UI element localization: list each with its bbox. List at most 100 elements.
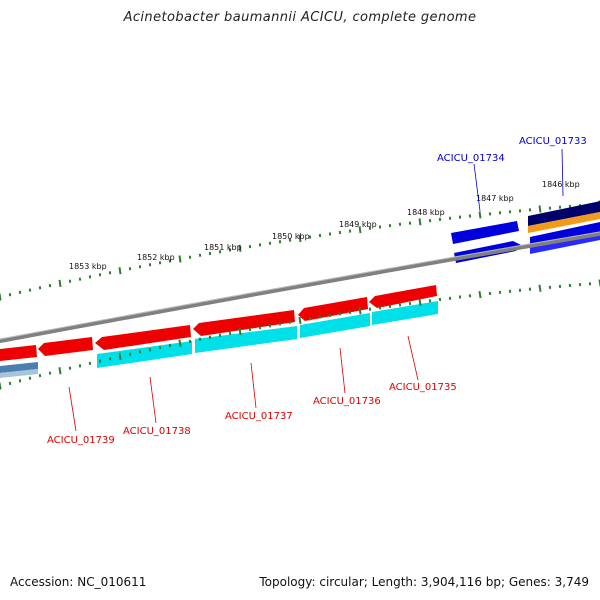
minor-tick: [518, 209, 522, 213]
minor-tick: [188, 255, 192, 259]
major-tick: [418, 298, 422, 306]
minor-tick: [98, 273, 102, 277]
minor-tick: [458, 215, 462, 219]
minor-tick: [268, 241, 272, 245]
dark-navy-feature[interactable]: [528, 201, 600, 226]
minor-tick: [198, 253, 202, 257]
label-leaders: [68, 148, 564, 432]
minor-tick: [528, 208, 532, 212]
minor-tick: [438, 297, 442, 302]
gene-label-ACICU_01735[interactable]: ACICU_01735: [389, 382, 457, 393]
minor-tick: [348, 229, 352, 233]
cds-ACICU_01738[interactable]: [95, 325, 191, 350]
minor-tick: [388, 304, 392, 308]
minor-tick: [68, 366, 72, 370]
kbp-label: 1850 kbp: [272, 232, 310, 241]
minor-tick: [38, 286, 42, 290]
minor-tick: [228, 248, 232, 252]
kbp-label: 1846 kbp: [542, 180, 580, 189]
minor-tick: [158, 345, 162, 350]
minor-tick: [218, 333, 222, 337]
major-tick: [478, 290, 482, 299]
minor-tick: [508, 210, 512, 214]
minor-tick: [448, 296, 452, 300]
major-tick: [598, 279, 600, 287]
minor-tick: [518, 288, 522, 292]
minor-tick: [98, 359, 102, 363]
minor-tick: [338, 230, 342, 235]
steel-blue-feature[interactable]: [0, 362, 38, 373]
major-tick: [538, 205, 542, 213]
minor-tick: [158, 261, 162, 265]
gene-label-ACICU_01738[interactable]: ACICU_01738: [123, 426, 191, 437]
major-tick: [178, 339, 182, 347]
gene-label-ACICU_01734[interactable]: ACICU_01734: [437, 153, 505, 164]
gene-ACICU_01735[interactable]: [372, 301, 438, 325]
major-tick: [0, 293, 2, 301]
gene-ACICU_01738[interactable]: [97, 341, 192, 368]
outer-tick-ring: [0, 200, 600, 301]
cds-left-partial[interactable]: [0, 345, 37, 361]
gene-ACICU_01733[interactable]: [530, 222, 600, 246]
major-tick: [178, 255, 182, 263]
cds-ACICU_01736[interactable]: [298, 297, 368, 321]
major-tick: [58, 367, 62, 375]
reverse-strand-track: [0, 285, 437, 361]
minor-tick: [258, 243, 262, 247]
gene-label-ACICU_01733[interactable]: ACICU_01733: [519, 136, 587, 147]
minor-tick: [218, 250, 222, 254]
minor-tick: [468, 294, 472, 298]
minor-tick: [268, 324, 272, 328]
cds-ACICU_01735[interactable]: [369, 285, 437, 308]
gene-ACICU_01736[interactable]: [300, 313, 370, 338]
minor-tick: [488, 212, 492, 216]
major-tick: [238, 244, 242, 252]
map-title: Acinetobacter baumannii ACICU, complete …: [123, 10, 477, 25]
minor-tick: [528, 287, 532, 291]
minor-tick: [138, 265, 142, 269]
gene-ACICU_01737[interactable]: [195, 326, 297, 353]
minor-tick: [148, 263, 152, 267]
kbp-label: 1851 kbp: [204, 243, 242, 252]
kbp-label: 1853 kbp: [69, 262, 107, 271]
orange-feature[interactable]: [528, 212, 600, 233]
gene-label-ACICU_01736[interactable]: ACICU_01736: [313, 396, 381, 407]
major-tick: [358, 307, 362, 315]
minor-tick: [188, 339, 192, 343]
minor-tick: [278, 240, 282, 244]
major-tick: [418, 218, 422, 226]
minor-tick: [368, 226, 372, 230]
gene-ACICU_01734[interactable]: [451, 221, 519, 244]
major-tick: [118, 352, 122, 361]
minor-tick: [388, 223, 392, 228]
light-steel-feature[interactable]: [0, 369, 38, 378]
minor-tick: [288, 238, 292, 242]
major-tick: [238, 327, 242, 336]
gene-label-ACICU_01737[interactable]: ACICU_01737: [225, 411, 293, 422]
minor-tick: [428, 299, 432, 303]
major-tick: [298, 316, 302, 325]
kbp-label: 1847 kbp: [476, 194, 514, 203]
minor-tick: [568, 204, 572, 209]
minor-tick: [278, 322, 282, 326]
minor-tick: [318, 233, 322, 238]
minor-tick: [398, 303, 402, 307]
minor-tick: [438, 217, 442, 222]
ruler-labels: 1846 kbp 1847 kbp 1848 kbp 1849 kbp 1850…: [69, 180, 580, 271]
minor-tick: [578, 282, 582, 287]
gene-label-ACICU_01739[interactable]: ACICU_01739: [47, 435, 115, 446]
minor-tick: [48, 371, 52, 375]
major-tick: [538, 284, 542, 292]
minor-tick: [128, 267, 132, 271]
cds-ACICU_01739[interactable]: [38, 337, 93, 356]
minor-tick: [228, 331, 232, 335]
minor-tick: [378, 306, 382, 310]
cds-ACICU_01737[interactable]: [193, 310, 295, 336]
minor-tick: [198, 337, 202, 341]
minor-tick: [368, 307, 372, 311]
minor-tick: [108, 271, 112, 275]
minor-tick: [248, 327, 252, 332]
major-tick: [58, 279, 62, 288]
minor-tick: [168, 343, 172, 348]
